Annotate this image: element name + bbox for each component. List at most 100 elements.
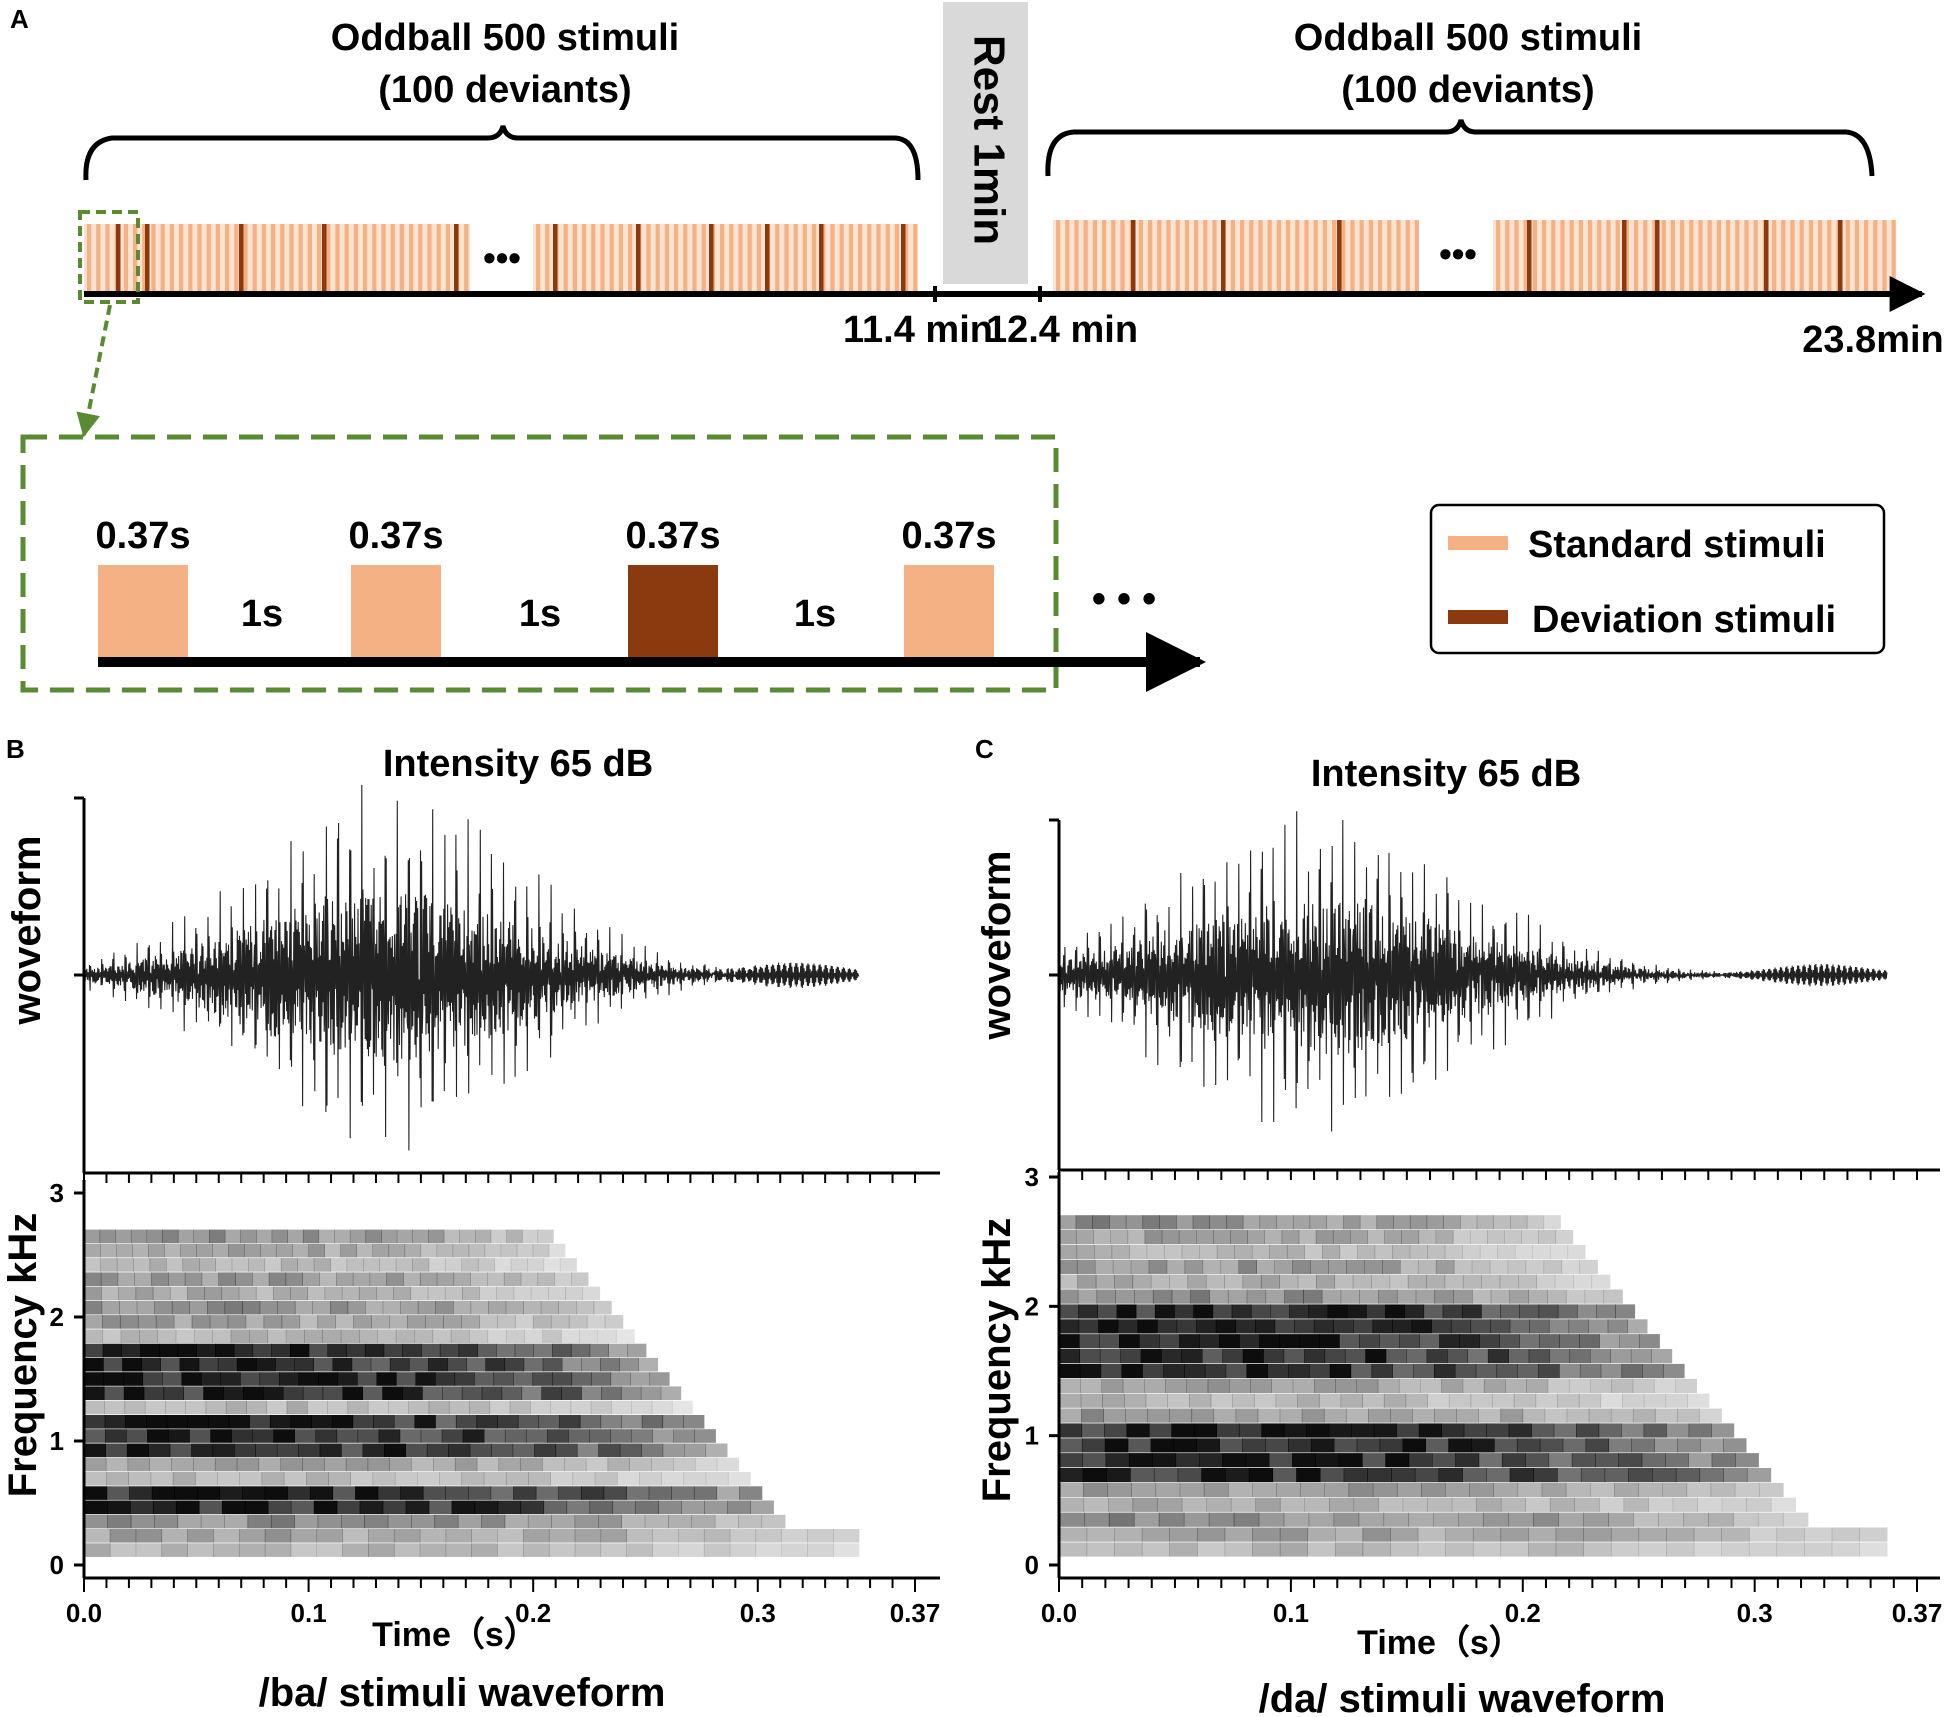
spectrogram-band — [1555, 1542, 1584, 1557]
standard-stimulus-bar — [1578, 220, 1583, 292]
spectrogram-band — [1638, 1542, 1667, 1557]
spectrogram-band — [203, 1386, 224, 1400]
spectrogram-band — [1623, 1497, 1649, 1512]
standard-stimulus-bar — [1606, 220, 1611, 292]
spectrogram-band — [279, 1372, 300, 1386]
spectrogram-band — [1490, 1319, 1511, 1334]
spectrogram-band — [1615, 1304, 1636, 1319]
deviant-stimulus-bar — [636, 224, 641, 292]
spectrogram-band — [115, 1229, 132, 1244]
spectrogram-band — [1642, 1363, 1664, 1379]
spectrogram-band — [490, 1229, 507, 1244]
spectrogram-band — [1119, 1334, 1140, 1349]
standard-stimulus-bar — [1735, 220, 1740, 292]
standard-stimulus-bar — [1230, 220, 1235, 292]
spectrogram-band — [104, 1415, 126, 1429]
spectrogram-band — [1329, 1497, 1355, 1512]
spectrogram-band — [1496, 1363, 1518, 1379]
spectrogram-band — [1721, 1497, 1747, 1512]
spectrogram-band — [1513, 1393, 1537, 1408]
spectrogram-band — [1222, 1349, 1244, 1364]
spectrogram-band — [405, 1500, 430, 1515]
spectrogram-band — [341, 1443, 364, 1458]
standard-stimulus-bar — [867, 224, 872, 292]
standard-stimulus-bar — [197, 224, 202, 292]
spectrogram-band — [1677, 1438, 1701, 1453]
spectrogram-band — [1455, 1453, 1480, 1468]
standard-stimulus-bar — [913, 224, 918, 292]
spectrogram-band — [224, 1300, 243, 1315]
spectrogram-band — [1345, 1408, 1369, 1423]
spectrogram-band — [442, 1386, 463, 1400]
spectrogram-band — [1095, 1274, 1115, 1289]
spectrogram-band — [1142, 1363, 1164, 1379]
spectrogram-band — [319, 1443, 342, 1458]
spectrogram-band — [1077, 1289, 1098, 1304]
spectrogram-band — [505, 1300, 524, 1315]
deviant-stimulus-bar — [1131, 220, 1136, 292]
spectrogram-band — [1152, 1453, 1177, 1468]
spectrogram-band — [1316, 1274, 1335, 1289]
spectrogram-band — [1232, 1393, 1255, 1408]
spectrogram-band — [525, 1429, 548, 1443]
spectrogram-band — [1283, 1423, 1307, 1438]
spectrogram-band — [485, 1357, 506, 1372]
spectrogram-band — [703, 1543, 731, 1557]
deviant-stimulus-bar — [322, 224, 327, 292]
spectrogram-band — [466, 1357, 486, 1372]
spectrogram-band — [1505, 1378, 1527, 1393]
spectrogram-band — [281, 1315, 301, 1329]
spectrogram-band — [1557, 1393, 1580, 1408]
spectrogram-band — [1377, 1378, 1400, 1393]
spectrogram-band — [498, 1457, 521, 1472]
spectrogram-band — [372, 1243, 390, 1258]
standard-stimulus-bar — [1854, 220, 1859, 292]
spectrogram-band — [1447, 1349, 1468, 1364]
spectrogram-band — [312, 1300, 331, 1315]
panel-b-spectrogram-ylabel: Frequency kHz — [1, 1213, 45, 1498]
x-tick-label: 0.3 — [1737, 1598, 1773, 1628]
spectrogram-band — [1497, 1244, 1516, 1260]
spectrogram-band — [264, 1486, 288, 1500]
spectrogram-band — [128, 1472, 152, 1486]
spectrogram-band — [1438, 1468, 1463, 1483]
standard-stimulus-bar — [1624, 220, 1629, 292]
spectrogram-band — [187, 1286, 205, 1301]
standard-stimulus-bar — [1505, 220, 1510, 292]
standard-stimulus-bar — [1332, 220, 1337, 292]
spectrogram-band — [1372, 1482, 1398, 1498]
spectrogram-band — [671, 1400, 693, 1415]
spectrogram-band — [1253, 1393, 1277, 1408]
spectrogram-band — [1417, 1527, 1446, 1542]
spectrogram-band — [461, 1315, 480, 1329]
spectrogram-band — [1476, 1497, 1502, 1512]
spectrogram-band — [1385, 1349, 1407, 1364]
spectrogram-band — [1260, 1274, 1280, 1289]
spectrogram-band — [1418, 1423, 1442, 1438]
panel-c-title: Intensity 65 dB — [1311, 753, 1581, 795]
spectrogram-band — [161, 1543, 188, 1557]
panel-c-spectrogram — [1059, 1215, 1888, 1557]
spectrogram-band — [1238, 1423, 1262, 1438]
spectrogram-band — [1340, 1393, 1363, 1408]
spectrogram-band — [1396, 1289, 1417, 1304]
spectrogram-band — [335, 1315, 354, 1329]
spectrogram-band — [550, 1315, 570, 1329]
spectrogram-band — [1222, 1453, 1247, 1468]
spectrogram-band — [1461, 1304, 1482, 1319]
spectrogram-band — [1538, 1363, 1560, 1379]
spectrogram-band — [267, 1329, 287, 1343]
spectrogram-band — [483, 1429, 506, 1443]
spectrogram-band — [1196, 1319, 1217, 1334]
spectrogram-band — [428, 1258, 446, 1272]
spectrogram-band — [1499, 1334, 1520, 1349]
spectrogram-band — [1478, 1453, 1503, 1468]
spectrogram-band — [1633, 1512, 1659, 1527]
spectrogram-band — [1699, 1408, 1722, 1423]
spectrogram-band — [1114, 1274, 1134, 1289]
standard-stimulus-bar — [206, 224, 211, 292]
spectrogram-band — [571, 1272, 589, 1286]
panel-b-waveform-ylabel: woveform — [5, 836, 49, 1026]
deviant-stimulus-bar — [116, 224, 121, 292]
spectrogram-band — [134, 1272, 152, 1286]
